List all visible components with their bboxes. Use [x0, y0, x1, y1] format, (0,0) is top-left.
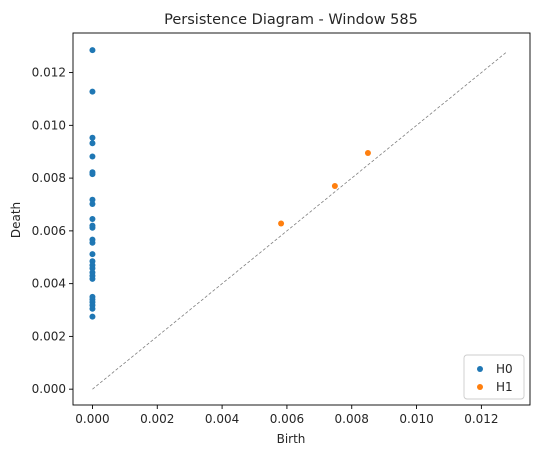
legend-label-h0: H0 — [496, 362, 513, 376]
y-tick-label: 0.008 — [32, 171, 66, 185]
point-h1 — [364, 150, 371, 157]
x-tick-label: 0.008 — [335, 412, 369, 426]
point-h0 — [89, 153, 96, 160]
point-h1 — [331, 183, 338, 190]
x-tick-label: 0.012 — [464, 412, 498, 426]
point-h0 — [89, 216, 96, 222]
point-h0 — [89, 196, 96, 203]
legend-marker-h1 — [477, 384, 483, 390]
point-h1 — [278, 220, 285, 227]
point-h0 — [89, 313, 96, 320]
point-h0 — [89, 305, 96, 312]
y-tick-label: 0.010 — [32, 118, 66, 132]
diagonal-line — [92, 51, 508, 390]
point-h0 — [89, 200, 96, 207]
point-h0 — [89, 251, 96, 258]
point-h0 — [89, 275, 96, 282]
y-tick-label: 0.006 — [32, 224, 66, 238]
legend-box — [463, 354, 525, 400]
point-h0 — [89, 171, 96, 178]
plot-frame — [72, 32, 531, 406]
point-h0 — [89, 239, 96, 246]
x-axis-label: Birth — [277, 432, 306, 446]
point-h0 — [89, 140, 96, 147]
x-tick-label: 0.006 — [270, 412, 304, 426]
point-h0 — [89, 47, 96, 54]
point-h0 — [89, 134, 96, 141]
point-h0 — [89, 88, 96, 95]
x-tick-label: 0.004 — [205, 412, 239, 426]
point-h0 — [89, 265, 96, 272]
legend-marker-h0 — [477, 366, 483, 372]
x-tick-label: 0.000 — [75, 412, 109, 426]
y-tick-label: 0.012 — [32, 66, 66, 80]
x-tick-label: 0.002 — [140, 412, 174, 426]
y-tick-label: 0.002 — [32, 329, 66, 343]
legend-label-h1: H1 — [496, 380, 513, 394]
point-h0 — [89, 224, 96, 231]
y-tick-label: 0.000 — [32, 382, 66, 396]
y-tick-label: 0.004 — [32, 277, 66, 291]
x-tick-label: 0.010 — [399, 412, 433, 426]
y-axis-label: Death — [9, 202, 23, 238]
chart-title: Persistence Diagram - Window 585 — [164, 12, 418, 28]
